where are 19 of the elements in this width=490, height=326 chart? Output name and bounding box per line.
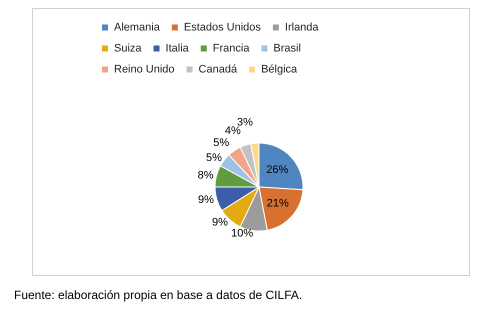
- data-label: 5%: [213, 137, 230, 150]
- legend-label: Irlanda: [284, 22, 320, 34]
- legend-label: Francia: [212, 42, 250, 54]
- legend-label: Alemania: [114, 22, 161, 34]
- legend-label: Brasil: [273, 42, 301, 54]
- legend-label: Reino Unido: [114, 64, 175, 76]
- data-label: 9%: [212, 216, 228, 228]
- legend-label: Estados Unidos: [184, 22, 262, 34]
- legend-label: Bélgica: [261, 64, 298, 76]
- legend-label: Suiza: [114, 42, 142, 54]
- source-note: Fuente: elaboración propia en base a datos de CILFA.: [14, 288, 304, 302]
- data-label: 8%: [198, 169, 214, 182]
- data-label: 26%: [266, 164, 288, 176]
- legend-label: Italia: [166, 42, 190, 54]
- legend-label: Canadá: [198, 64, 238, 76]
- data-label: 21%: [266, 198, 289, 210]
- data-label: 9%: [198, 194, 214, 206]
- data-label: 5%: [206, 152, 222, 164]
- data-label: 10%: [231, 228, 254, 240]
